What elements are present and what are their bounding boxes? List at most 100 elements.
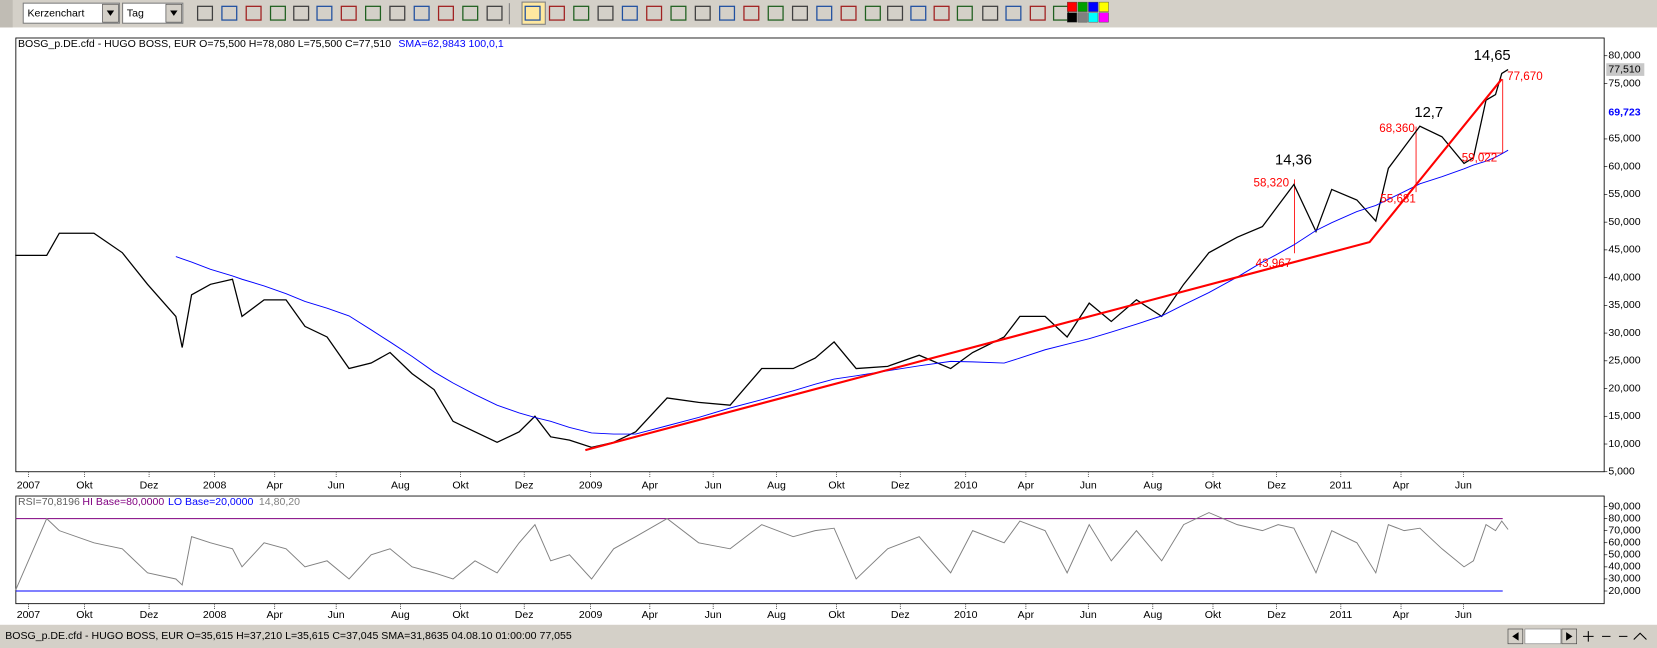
- period-value: Tag: [127, 8, 144, 20]
- y-tick-label: 20,000: [1608, 585, 1640, 597]
- tool-button[interactable]: [437, 5, 454, 21]
- y-tick-label: 40,000: [1608, 561, 1640, 573]
- tool-icon: [719, 5, 736, 21]
- y-tick-label: 60,000: [1608, 160, 1640, 172]
- tool-button[interactable]: [767, 5, 784, 21]
- annotation: 43,967: [1256, 257, 1292, 270]
- x-tick-label: Apr: [1018, 479, 1035, 491]
- tool-button[interactable]: [670, 5, 687, 21]
- tool-icon: [1005, 5, 1022, 21]
- tool-button[interactable]: [316, 5, 333, 21]
- tool-button[interactable]: [389, 5, 406, 21]
- tool-icon: [767, 5, 784, 21]
- x-tick-label: Apr: [1018, 609, 1035, 621]
- tool-button[interactable]: [910, 5, 927, 21]
- x-tick-label: Apr: [642, 609, 659, 621]
- y-tick-label: 50,000: [1608, 549, 1640, 561]
- x-tick-label: 2007: [17, 479, 41, 491]
- tool-button[interactable]: [1005, 5, 1022, 21]
- tool-icon: [1029, 5, 1046, 21]
- annotation: 77,670: [1507, 70, 1543, 83]
- dropdown-arrow: [106, 10, 115, 16]
- tool-button[interactable]: [245, 5, 262, 21]
- tool-button[interactable]: [933, 5, 950, 21]
- tool-button[interactable]: [1029, 5, 1046, 21]
- color-swatch[interactable]: [1077, 1, 1088, 12]
- y-tick-label: 50,000: [1608, 216, 1640, 228]
- tool-button[interactable]: [816, 5, 833, 21]
- tool-button[interactable]: [956, 5, 973, 21]
- x-tick-label: Okt: [1205, 479, 1221, 491]
- x-tick-label: Jun: [328, 479, 345, 491]
- tool-button[interactable]: [413, 5, 430, 21]
- color-swatch[interactable]: [1088, 12, 1099, 23]
- tool-icon: [864, 5, 881, 21]
- tool-button[interactable]: [646, 5, 663, 21]
- tool-button[interactable]: [365, 5, 382, 21]
- tool-button[interactable]: [269, 5, 286, 21]
- y-tick-label: 55,000: [1608, 188, 1640, 200]
- color-swatch[interactable]: [1067, 1, 1078, 12]
- tool-icon: [933, 5, 950, 21]
- x-tick-label: Apr: [267, 479, 284, 491]
- x-tick-label: Jun: [328, 609, 345, 621]
- tool-icon: [548, 5, 565, 21]
- tool-button[interactable]: [982, 5, 999, 21]
- x-tick-label: Aug: [391, 609, 410, 621]
- x-tick-label: Okt: [1205, 609, 1221, 621]
- tool-button[interactable]: [694, 5, 711, 21]
- annotation: 59,022: [1462, 151, 1498, 164]
- tool-button[interactable]: [621, 5, 638, 21]
- chart-type-select[interactable]: [22, 2, 120, 24]
- tool-button[interactable]: [521, 1, 546, 25]
- scroll-track[interactable]: [1524, 628, 1562, 645]
- y-tick-label: 25,000: [1608, 355, 1640, 367]
- tool-button[interactable]: [340, 5, 357, 21]
- tool-icon: [413, 5, 430, 21]
- tool-button[interactable]: [573, 5, 590, 21]
- status-text: BOSG_p.DE.cfd - HUGO BOSS, EUR O=35,615 …: [5, 630, 572, 642]
- color-swatch[interactable]: [1088, 1, 1099, 12]
- zoom-controls[interactable]: [1583, 631, 1647, 642]
- tool-button[interactable]: [840, 5, 857, 21]
- color-swatch[interactable]: [1098, 12, 1109, 23]
- x-tick-label: Jun: [705, 479, 722, 491]
- x-tick-label: Apr: [267, 609, 284, 621]
- tool-button[interactable]: [462, 5, 479, 21]
- x-tick-label: Dez: [1267, 479, 1286, 491]
- y-tick-label: 45,000: [1608, 244, 1640, 256]
- tool-icon: [670, 5, 687, 21]
- toolbar: [0, 0, 1657, 28]
- annotation: 58,320: [1254, 177, 1290, 190]
- tool-button[interactable]: [597, 5, 614, 21]
- tool-button[interactable]: [791, 5, 808, 21]
- tool-button[interactable]: [548, 5, 565, 21]
- color-swatch[interactable]: [1077, 12, 1088, 23]
- tool-icon: [196, 5, 214, 21]
- rsi-lo-base: LO Base=20,0000: [168, 496, 254, 508]
- tool-icon: [840, 5, 857, 21]
- rsi-hi-base: HI Base=80,0000: [82, 496, 164, 508]
- color-swatch[interactable]: [1067, 12, 1078, 23]
- x-tick-label: 2008: [203, 479, 227, 491]
- trend-line: [585, 78, 1503, 452]
- tool-icon: [887, 5, 904, 21]
- tool-button[interactable]: [719, 5, 736, 21]
- tool-button[interactable]: [864, 5, 881, 21]
- x-tick-label: Aug: [391, 479, 410, 491]
- tool-icon: [791, 5, 808, 21]
- tool-button[interactable]: [293, 5, 310, 21]
- tool-button[interactable]: [887, 5, 904, 21]
- x-tick-label: Jun: [1455, 609, 1472, 621]
- x-tick-label: 2011: [1330, 479, 1353, 491]
- rsi-header: RSI=70,8196: [18, 496, 80, 508]
- y-tick-label: 40,000: [1608, 271, 1640, 283]
- tool-button[interactable]: [743, 5, 760, 21]
- color-swatch[interactable]: [1098, 1, 1109, 12]
- tool-button[interactable]: [221, 5, 238, 21]
- x-tick-label: Okt: [452, 479, 468, 491]
- tool-button[interactable]: [486, 5, 503, 21]
- tool-button[interactable]: [196, 5, 214, 21]
- tool-icon: [245, 5, 262, 21]
